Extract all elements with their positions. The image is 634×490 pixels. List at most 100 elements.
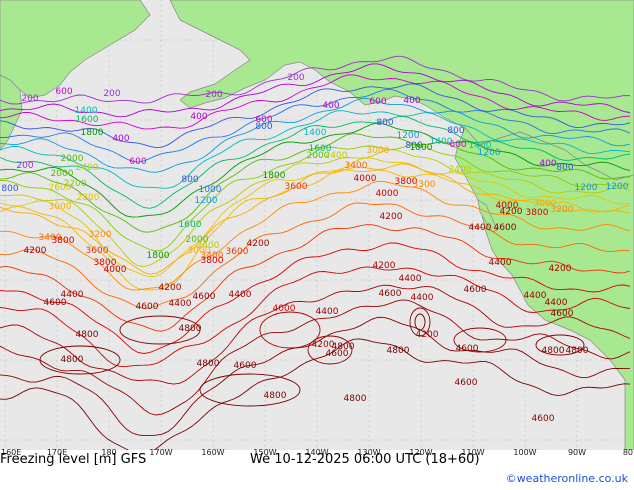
contour-4600 (0, 316, 631, 437)
land-masses (0, 0, 634, 450)
contour-label: 1200 (397, 131, 420, 141)
contour-600 (0, 74, 631, 130)
contour-label: 600 (449, 140, 466, 150)
contour-label: 4400 (545, 298, 568, 308)
contour-label: 800 (447, 126, 464, 136)
valid-time: We 10-12-2025 06:00 UTC (18+60) (250, 452, 480, 467)
contour-4200 (0, 284, 631, 385)
contour-1400 (0, 110, 631, 189)
contour-label: 4800 (179, 324, 202, 334)
contour-label: 3800 (526, 208, 549, 218)
contour-label: 4800 (387, 346, 410, 356)
longitude-label: 90W (567, 448, 587, 457)
land-united-states (454, 127, 634, 450)
credit-link[interactable]: ©weatheronline.co.uk (505, 472, 628, 485)
contour-label: 200 (205, 90, 222, 100)
contour-label: 800 (255, 122, 272, 132)
contour-label: 2000 (186, 235, 209, 245)
contour-label: 2400 (449, 165, 472, 175)
contour-1600 (0, 115, 631, 209)
contour-label: 1400 (469, 141, 492, 151)
contour-label: 3600 (226, 247, 249, 257)
contour-label: 3200 (551, 205, 574, 215)
contour-label: 1400 (75, 106, 98, 116)
contour-label: 4600 (326, 349, 349, 359)
contour-label: 4800 (542, 346, 565, 356)
contour-label: 4000 (376, 189, 399, 199)
contour-label: 4400 (469, 223, 492, 233)
contour-label: 1200 (478, 148, 501, 158)
contour-3600 (0, 224, 631, 332)
contour-label: 4200 (312, 340, 335, 350)
contour-label: 4200 (24, 246, 47, 256)
contour-label: 1200 (575, 183, 598, 193)
contour-label: 4800 (61, 355, 84, 365)
contour-label: 4600 (193, 292, 216, 302)
contour-label: 2800 (77, 193, 100, 203)
contour-label: 200 (16, 161, 33, 171)
contour-loop-4200 (259, 311, 321, 349)
land-kamchatka (0, 74, 23, 151)
contour-1000 (0, 88, 631, 163)
contour-label: 4800 (197, 359, 220, 369)
contour-label: 200 (287, 73, 304, 83)
contour-label: 4600 (532, 414, 555, 424)
contour-label: 1800 (147, 251, 170, 261)
contour-label: 4600 (455, 378, 478, 388)
contour-label: 600 (255, 115, 272, 125)
contour-4800 (0, 338, 631, 450)
contour-label: 400 (322, 101, 339, 111)
land-asia (0, 0, 151, 99)
longitude-label: 170W (149, 448, 173, 457)
contour-label: 2000 (307, 151, 330, 161)
contour-label: 800 (556, 163, 573, 173)
contour-label: 1400 (304, 128, 327, 138)
contour-label: 2600 (49, 183, 72, 193)
land-baja (477, 199, 498, 233)
contour-label: 3000 (188, 246, 211, 256)
contour-label: 800 (181, 175, 198, 185)
contour-label: 400 (190, 112, 207, 122)
longitude-label: 160W (201, 448, 225, 457)
contour-1800 (0, 122, 631, 218)
contour-label: 2400 (325, 151, 348, 161)
longitude-label: 100W (513, 448, 537, 457)
contour-label: 2200 (64, 179, 87, 189)
contour-label: 4600 (136, 302, 159, 312)
contour-label: 4600 (379, 289, 402, 299)
contour-label: 4400 (61, 290, 84, 300)
contour-label: 3400 (345, 161, 368, 171)
contour-label: 600 (55, 87, 72, 97)
contour-3200 (0, 180, 631, 291)
contour-label: 4600 (494, 223, 517, 233)
contour-label: 3000 (367, 146, 390, 156)
freezing-level-map: 200 200 200 200 600 400 400 600 400 400 600 800 1400… (0, 0, 634, 450)
contour-loop-4400 (453, 327, 507, 353)
contour-label: 1600 (76, 115, 99, 125)
contour-label: 3300 (413, 180, 436, 190)
contour-label: 3000 (49, 202, 72, 212)
contour-label: 1600 (179, 220, 202, 230)
contour-label: 4600 (234, 361, 257, 371)
contour-label: 4400 (229, 290, 252, 300)
longitude-label: 180 (101, 448, 117, 457)
contour-label: 4200 (416, 330, 439, 340)
contour-2200 (0, 144, 631, 252)
contour-label: 4400 (524, 291, 547, 301)
contour-loop-4600 (409, 307, 431, 337)
contour-3000 (0, 163, 631, 275)
contour-label: 4600 (456, 344, 479, 354)
contour-1200 (0, 97, 631, 173)
contour-label: 4200 (247, 239, 270, 249)
contour-2800 (0, 169, 631, 291)
contour-label: 800 (405, 141, 422, 151)
contour-label: 200 (21, 94, 38, 104)
contour-label: 4200 (380, 212, 403, 222)
contour-label: 1800 (81, 128, 104, 138)
longitude-label: 110W (461, 448, 485, 457)
contour-label: 4000 (104, 265, 127, 275)
contour-4000 (0, 266, 631, 367)
contour-3800 (0, 242, 631, 354)
contour-label: 3000 (534, 199, 557, 209)
